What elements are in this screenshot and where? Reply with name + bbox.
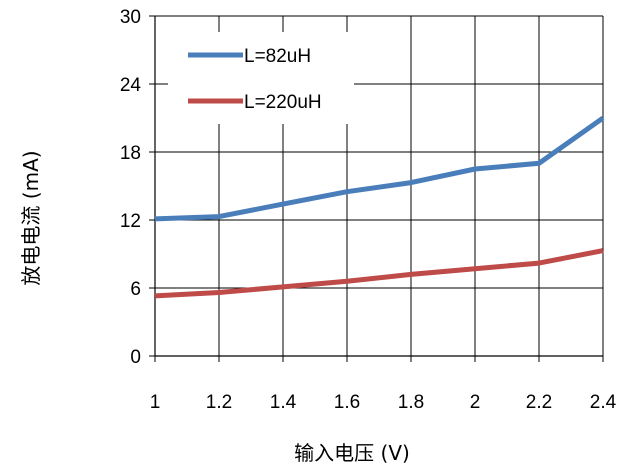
y-axis-title: 放电电流 (mA) [19, 150, 43, 285]
y-tick-label: 12 [120, 211, 141, 232]
tick-labels: 0 6 12 18 24 30 1 1.2 1.4 1.6 1.8 2 2.2 2.4 [120, 7, 617, 413]
y-tick-label: 30 [120, 7, 141, 28]
x-tick-label: 1.2 [206, 392, 232, 413]
series-line-2 [154, 248, 604, 299]
x-tick-label: 2 [470, 392, 481, 413]
y-tick-label: 0 [130, 347, 141, 368]
x-axis-title: 输入电压 (V) [294, 441, 410, 465]
x-tick-label: 1.6 [334, 392, 360, 413]
x-tick-label: 2.2 [526, 392, 552, 413]
y-tick-label: 6 [130, 279, 141, 300]
y-tick-label: 18 [120, 143, 141, 164]
legend-label-1: L=82uH [244, 46, 311, 67]
axes [149, 15, 604, 362]
legend-background [168, 32, 354, 124]
legend-label-2: L=220uH [244, 92, 322, 113]
x-tick-label: 1 [150, 392, 161, 413]
x-tick-label: 1.8 [398, 392, 424, 413]
legend: L=82uH L=220uH [168, 32, 354, 124]
series-lines [154, 115, 605, 299]
x-tick-label: 2.4 [590, 392, 617, 413]
series-line-1 [154, 115, 605, 222]
x-tick-label: 1.4 [270, 392, 297, 413]
y-tick-label: 24 [120, 75, 142, 96]
